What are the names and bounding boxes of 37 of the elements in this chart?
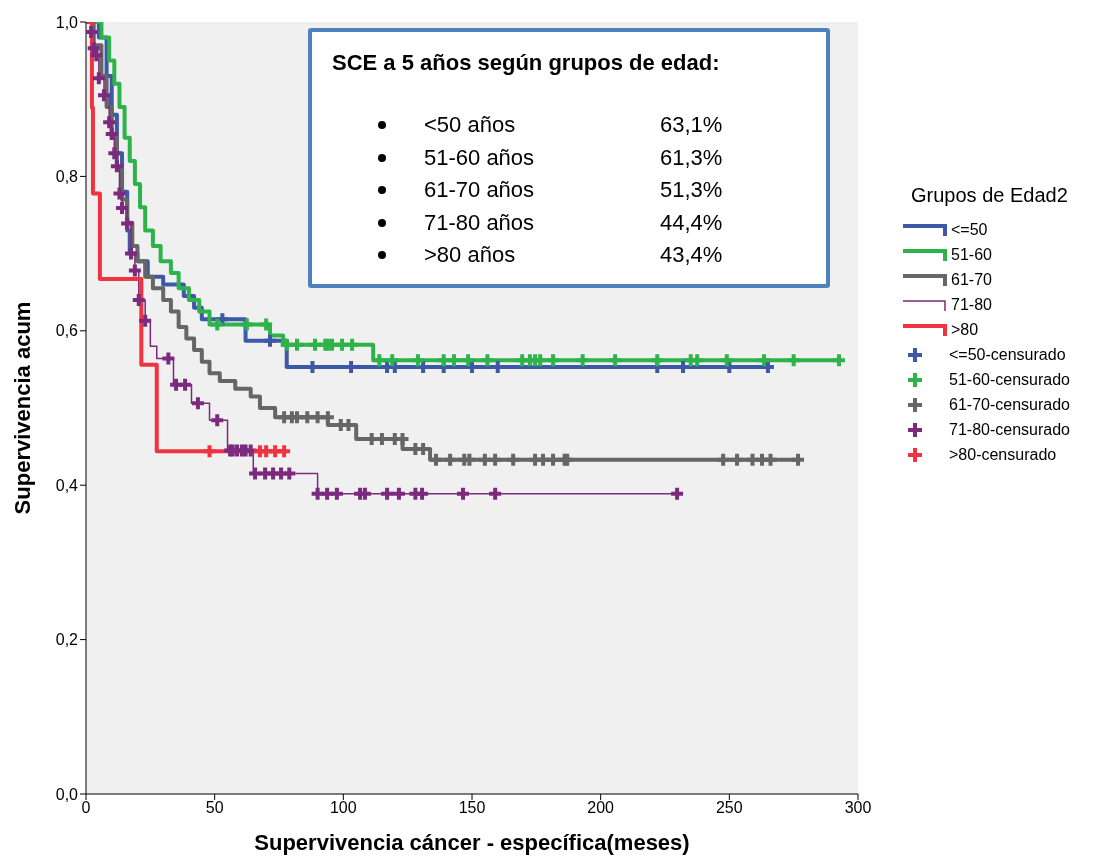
annotation: 44,4%	[660, 209, 723, 236]
x-tick-label: 300	[844, 799, 872, 817]
x-tick-label: 50	[205, 799, 224, 817]
legend-label: <=50-censurado	[949, 345, 1066, 364]
y-tick-label: 1,0	[55, 13, 79, 31]
legend-label: 71-80-censurado	[949, 420, 1070, 439]
x-tick-label: 150	[458, 799, 486, 817]
x-tick-label: 200	[587, 799, 615, 817]
annotation: 51-60 años	[424, 144, 536, 171]
annotation: >80 años	[424, 242, 517, 268]
legend-title: Grupos de Edad2	[911, 184, 1069, 207]
legend-label: 61-70-censurado	[949, 395, 1070, 414]
annotation: 63,1%	[660, 112, 723, 138]
legend-label: <=50	[951, 220, 988, 239]
x-axis-title: Supervivencia cáncer - específica(meses)	[254, 830, 690, 855]
y-tick-label: 0,8	[55, 168, 79, 186]
y-tick-label: 0,0	[55, 785, 79, 803]
y-tick-label: 0,6	[55, 322, 79, 340]
annotation: 61,3%	[660, 144, 723, 171]
annotation: 51,3%	[660, 177, 723, 203]
annotation: 61-70 años	[424, 177, 536, 203]
legend-label: 71-80	[951, 295, 992, 314]
legend-label: 61-70	[951, 270, 992, 289]
legend-label: 51-60	[951, 245, 992, 264]
annotation: 71-80 años	[424, 209, 536, 236]
y-tick-label: 0,2	[55, 631, 79, 649]
annotation: SCE a 5 años según grupos de edad:	[332, 50, 720, 76]
x-tick-label: 250	[715, 799, 743, 817]
x-tick-label: 100	[329, 799, 357, 817]
annotation: <50 años	[424, 112, 517, 138]
annotation: 43,4%	[660, 242, 723, 268]
legend-label: 51-60-censurado	[949, 370, 1070, 389]
y-tick-label: 0,4	[55, 476, 79, 494]
legend-label: >80	[951, 320, 979, 339]
legend-label: >80-censurado	[949, 445, 1057, 464]
x-tick-label: 0	[81, 799, 91, 817]
y-axis-title: Supervivencia acum	[9, 301, 35, 515]
